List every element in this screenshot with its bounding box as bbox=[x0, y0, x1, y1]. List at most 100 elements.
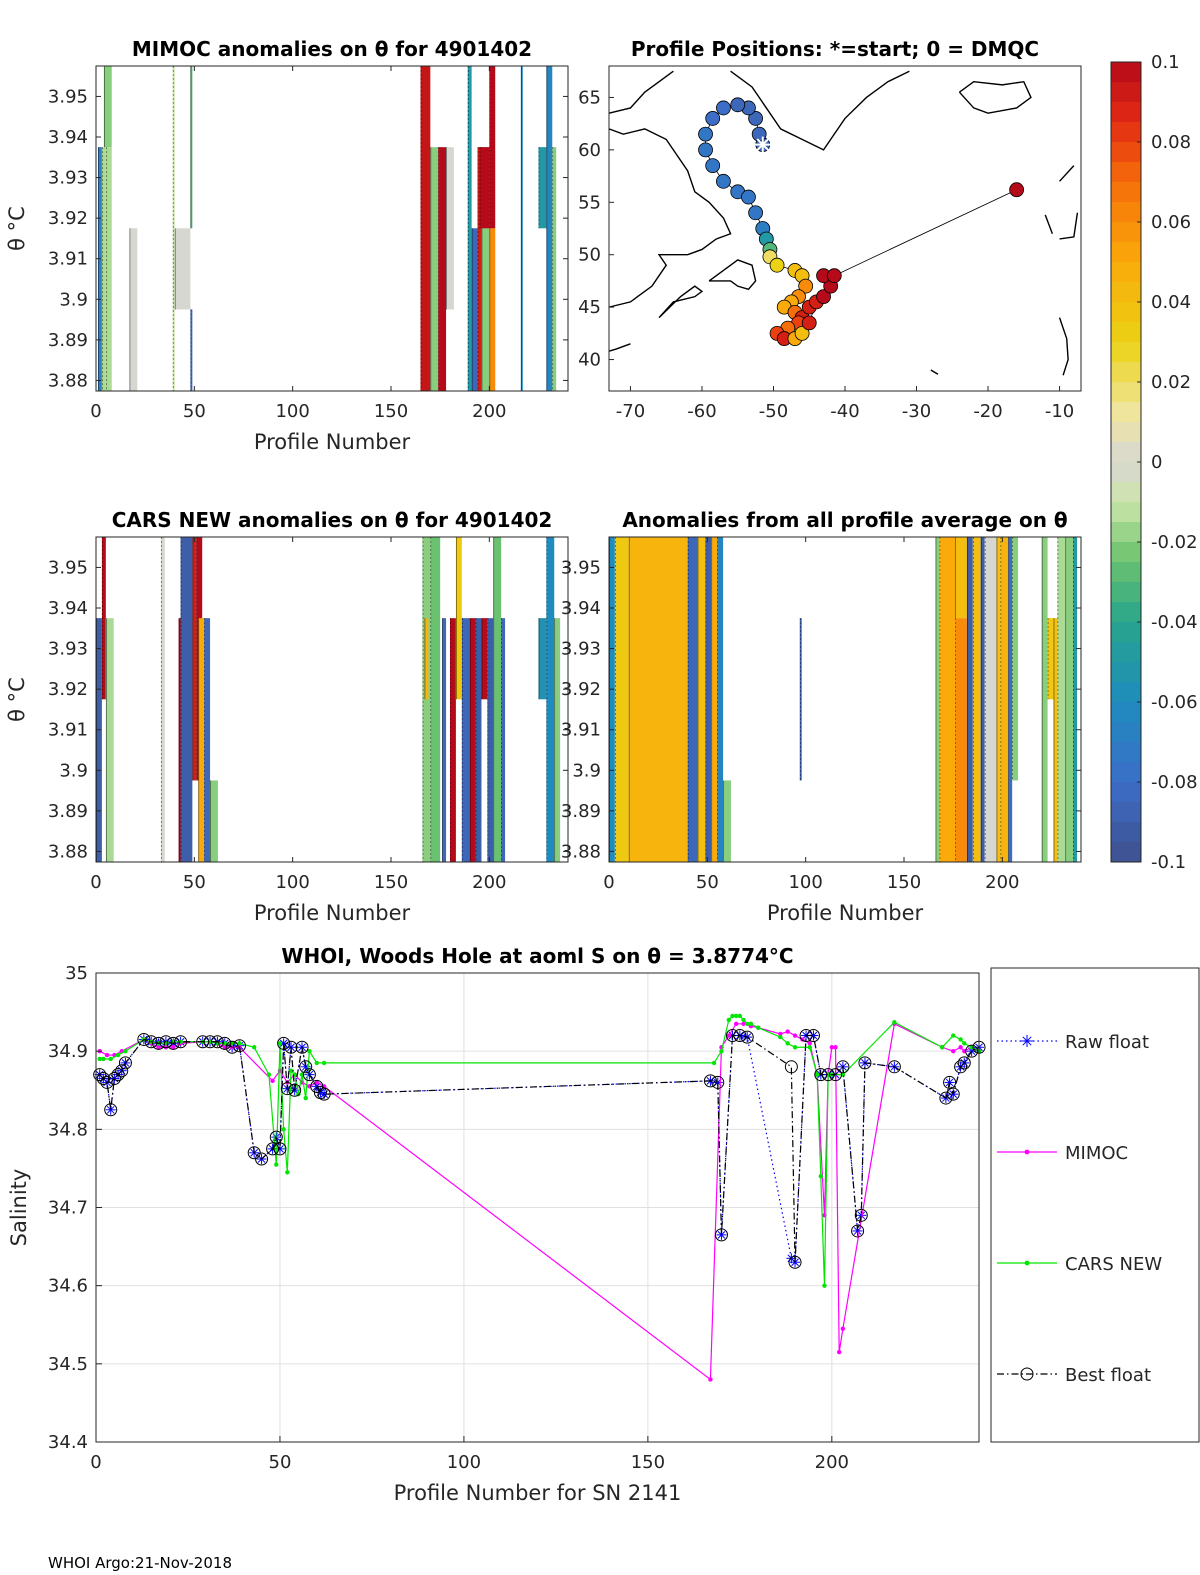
data-point bbox=[940, 1045, 945, 1050]
data-point bbox=[288, 1068, 294, 1073]
cars-strip bbox=[198, 618, 205, 862]
colorbar-segment bbox=[1111, 542, 1141, 563]
avg-strip bbox=[609, 537, 615, 862]
data-point bbox=[314, 1080, 319, 1085]
data-point bbox=[277, 1041, 283, 1046]
coastline bbox=[608, 70, 674, 114]
coastline bbox=[708, 259, 757, 291]
map-xtick-label: -60 bbox=[687, 401, 716, 422]
legend-label: MIMOC bbox=[1065, 1143, 1128, 1164]
cars-strip bbox=[180, 537, 193, 862]
data-point bbox=[703, 1074, 717, 1088]
cars-strip bbox=[538, 618, 547, 700]
mimoc-ytick-label: 3.93 bbox=[48, 168, 88, 189]
colorbar-segment bbox=[1111, 142, 1141, 163]
colorbar-segment bbox=[1111, 742, 1141, 763]
mimoc-strip bbox=[479, 147, 490, 229]
avg-xlabel: Profile Number bbox=[767, 901, 924, 925]
data-point bbox=[887, 1060, 901, 1074]
mimoc-strip bbox=[174, 228, 191, 310]
data-point bbox=[232, 1039, 246, 1053]
data-point bbox=[299, 1060, 313, 1074]
data-point bbox=[741, 1021, 746, 1027]
data-point bbox=[166, 1036, 180, 1050]
data-point bbox=[115, 1052, 121, 1058]
data-point bbox=[714, 1228, 728, 1242]
colorbar-tick-label: 0.1 bbox=[1151, 52, 1180, 73]
profile-position bbox=[751, 126, 767, 142]
map-xtick-label: -40 bbox=[830, 401, 859, 422]
cars-strip bbox=[554, 618, 561, 862]
legend-marker bbox=[1024, 1149, 1030, 1155]
data-point bbox=[285, 1170, 290, 1175]
data-point bbox=[237, 1041, 242, 1046]
avg-strip bbox=[1012, 537, 1019, 781]
mimoc-ytick-label: 3.91 bbox=[48, 249, 88, 270]
data-point bbox=[778, 1031, 783, 1037]
mimoc-strip bbox=[129, 228, 138, 391]
colorbar-segment bbox=[1111, 242, 1141, 263]
cars-xtick-label: 0 bbox=[90, 872, 101, 893]
data-point bbox=[719, 1048, 724, 1054]
data-point bbox=[785, 1029, 790, 1034]
data-point bbox=[892, 1020, 897, 1025]
cars-xtick-label: 200 bbox=[472, 872, 506, 893]
profile-position bbox=[741, 189, 756, 205]
mimoc-xtick-label: 200 bbox=[472, 401, 506, 422]
cars-strip bbox=[493, 537, 502, 862]
legend-label: CARS NEW bbox=[1065, 1254, 1162, 1275]
legend-marker bbox=[1024, 1260, 1030, 1266]
data-point bbox=[726, 1017, 732, 1023]
data-point bbox=[829, 1045, 835, 1050]
avg-strip bbox=[1057, 537, 1066, 862]
data-point bbox=[733, 1021, 739, 1027]
avg-strip bbox=[1065, 537, 1074, 862]
cars-strip bbox=[487, 618, 494, 862]
mimoc-strip bbox=[190, 309, 193, 391]
avg-strip bbox=[711, 537, 718, 862]
salinity-ytick-label: 35 bbox=[65, 963, 88, 984]
cars-xlabel: Profile Number bbox=[254, 901, 411, 925]
legend: Raw float MIMOC CARS NEW Best float bbox=[990, 967, 1200, 1443]
data-point bbox=[210, 1035, 224, 1049]
data-point bbox=[225, 1040, 239, 1054]
profile-position bbox=[716, 100, 731, 116]
data-point bbox=[711, 1075, 725, 1089]
data-point bbox=[97, 1056, 102, 1062]
avg-strip bbox=[1047, 618, 1054, 700]
data-point bbox=[314, 1060, 319, 1066]
data-point bbox=[946, 1087, 960, 1101]
colorbar-tick-label: 0.02 bbox=[1151, 372, 1191, 393]
mimoc-xtick-label: 100 bbox=[275, 401, 309, 422]
cars-strip bbox=[442, 618, 447, 862]
profile-position bbox=[769, 257, 785, 273]
mimoc-strip bbox=[105, 147, 112, 391]
data-point bbox=[836, 1349, 842, 1355]
map-xtick-label: -20 bbox=[973, 401, 1002, 422]
mimoc-plot-area bbox=[96, 66, 568, 391]
data-point bbox=[806, 1029, 820, 1043]
data-point bbox=[107, 1072, 121, 1086]
cars-strip bbox=[481, 618, 488, 700]
start-marker bbox=[756, 138, 770, 151]
data-point bbox=[745, 1021, 750, 1027]
data-point bbox=[840, 1326, 846, 1331]
colorbar-segment bbox=[1111, 522, 1141, 543]
coastline bbox=[930, 369, 939, 375]
data-point bbox=[965, 1044, 979, 1058]
coastline bbox=[1059, 212, 1079, 240]
data-point bbox=[96, 1072, 110, 1086]
avg-strip bbox=[1073, 537, 1078, 862]
avg-ytick-label: 3.94 bbox=[561, 598, 601, 619]
mimoc-strip bbox=[471, 228, 478, 391]
data-point bbox=[100, 1075, 114, 1089]
data-point bbox=[203, 1035, 217, 1049]
cars-strip bbox=[450, 618, 456, 862]
legend-box bbox=[990, 967, 1200, 1443]
data-point bbox=[807, 1045, 812, 1050]
cars-strip bbox=[105, 618, 114, 862]
mimoc-ylabel: θ °C bbox=[5, 206, 29, 251]
data-point bbox=[144, 1035, 158, 1049]
colorbar-tick-label: 0.06 bbox=[1151, 212, 1191, 233]
data-point bbox=[822, 1283, 827, 1288]
